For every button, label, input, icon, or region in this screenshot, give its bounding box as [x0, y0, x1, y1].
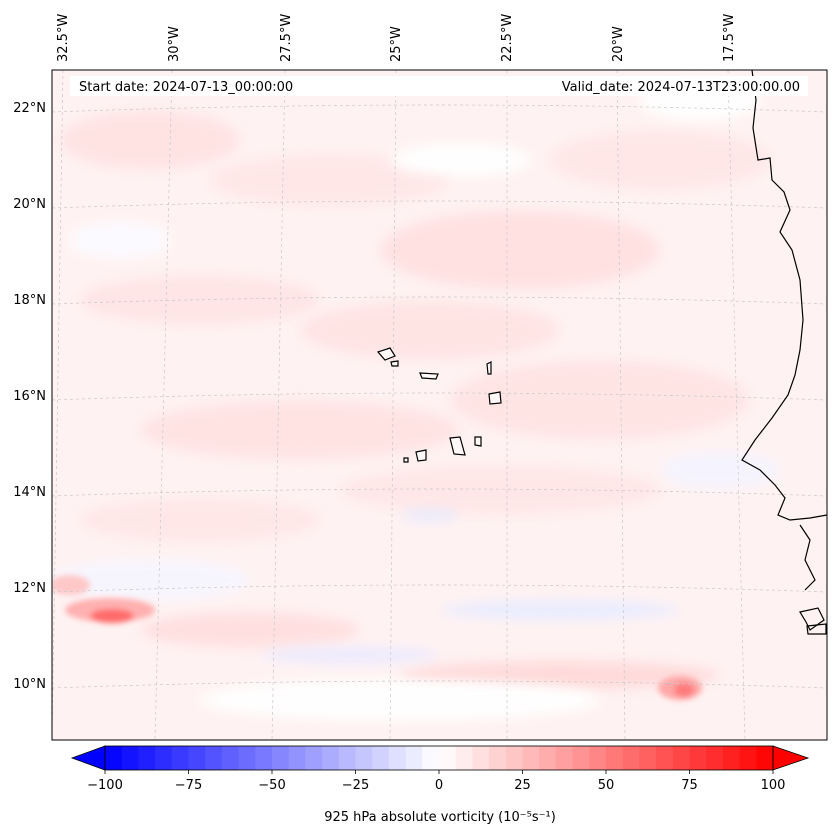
- colorbar-tick-label: −100: [87, 778, 123, 793]
- lat-label: 12°N: [13, 581, 46, 596]
- colorbar-segment: [689, 746, 707, 770]
- colorbar-segment: [656, 746, 674, 770]
- coastal-island-2: [806, 623, 827, 635]
- colorbar-tick-label: 75: [681, 778, 698, 793]
- colorbar-segment: [105, 746, 123, 770]
- island-fogo: [415, 449, 427, 462]
- colorbar-tick-label: −50: [258, 778, 285, 793]
- colorbar-segment: [439, 746, 457, 770]
- colorbar-tick-label: 100: [761, 778, 786, 793]
- colorbar-segment: [739, 746, 757, 770]
- colorbar-segment: [555, 746, 574, 770]
- africa-coast: [741, 69, 828, 521]
- colorbar-extend-right: [772, 745, 810, 771]
- colorbar-segment: [288, 746, 306, 770]
- island-sao-vicente: [390, 360, 399, 367]
- colorbar-segments: [105, 746, 774, 770]
- colorbar-segment: [572, 746, 590, 770]
- colorbar-segment: [355, 746, 373, 770]
- colorbar-segment: [489, 746, 507, 770]
- header-background: [70, 76, 808, 96]
- colorbar-segment: [322, 746, 340, 770]
- lat-label: 10°N: [13, 677, 46, 692]
- lon-label: 25°W: [389, 26, 404, 62]
- lat-label: 20°N: [13, 197, 46, 212]
- island-maio: [474, 436, 482, 447]
- colorbar-tick-label: −25: [342, 778, 369, 793]
- lat-label: 16°N: [13, 389, 46, 404]
- colorbar-segment: [756, 746, 774, 770]
- coast-south: [799, 524, 816, 591]
- island-santiago: [449, 436, 466, 456]
- lon-label: 32.5°W: [56, 14, 71, 62]
- colorbar-segment: [155, 746, 173, 770]
- colorbar-segment: [121, 746, 139, 770]
- colorbar-tick-label: 50: [598, 778, 615, 793]
- colorbar-segment: [672, 746, 691, 770]
- colorbar-tick-label: −75: [175, 778, 202, 793]
- colorbar-segment: [606, 746, 624, 770]
- island-boa-vista: [488, 391, 502, 405]
- colorbar-segment: [706, 746, 724, 770]
- longitude-labels: 32.5°W 30°W 27.5°W 25°W 22.5°W 20°W 17.5…: [56, 14, 737, 62]
- colorbar-segment: [589, 746, 607, 770]
- colorbar-segment: [622, 746, 640, 770]
- valid-date-label: Valid_date: 2024-07-13T23:00:00.00: [562, 80, 800, 95]
- colorbar-segment: [171, 746, 190, 770]
- colorbar-segment: [522, 746, 540, 770]
- graticule: [51, 69, 828, 741]
- lat-label: 18°N: [13, 293, 46, 308]
- colorbar-segment: [255, 746, 273, 770]
- island-sal: [486, 361, 492, 375]
- lon-label: 20°W: [611, 26, 626, 62]
- colorbar-ticks: −100 −75 −50 −25 0 25 50 75 100: [87, 770, 785, 793]
- island-santo-antao: [376, 347, 396, 361]
- colorbar-segment: [188, 746, 206, 770]
- colorbar-segment: [422, 746, 440, 770]
- lat-label: 22°N: [13, 101, 46, 116]
- map-panel: Start date: 2024-07-13_00:00:00 Valid_da…: [51, 69, 828, 741]
- island-sao-nicolau: [419, 372, 439, 380]
- colorbar-segment: [639, 746, 657, 770]
- lon-label: 30°W: [167, 26, 182, 62]
- colorbar-label: 925 hPa absolute vorticity (10⁻⁵s⁻¹): [324, 810, 556, 825]
- colorbar-segment: [388, 746, 407, 770]
- island-brava: [403, 457, 409, 463]
- latitude-labels: 22°N 20°N 18°N 16°N 14°N 12°N 10°N: [13, 101, 46, 692]
- colorbar-segment: [305, 746, 323, 770]
- colorbar-segment: [221, 746, 240, 770]
- colorbar-segment: [455, 746, 473, 770]
- colorbar-segment: [539, 746, 557, 770]
- colorbar: −100 −75 −50 −25 0 25 50 75 100 925 hPa absolute…: [70, 745, 810, 825]
- colorbar-segment: [138, 746, 156, 770]
- colorbar-segment: [472, 746, 490, 770]
- colorbar-tick-label: 25: [514, 778, 531, 793]
- vorticity-field: [52, 80, 780, 720]
- colorbar-segment: [505, 746, 524, 770]
- colorbar-segment: [272, 746, 290, 770]
- colorbar-segment: [405, 746, 423, 770]
- colorbar-segment: [205, 746, 223, 770]
- colorbar-segment: [722, 746, 741, 770]
- lon-label: 22.5°W: [500, 14, 515, 62]
- start-date-label: Start date: 2024-07-13_00:00:00: [79, 80, 293, 95]
- map-frame: [51, 69, 828, 741]
- colorbar-extend-left: [70, 745, 106, 771]
- colorbar-segment: [238, 746, 256, 770]
- colorbar-segment: [372, 746, 390, 770]
- colorbar-segment: [338, 746, 357, 770]
- coastline: [741, 69, 828, 635]
- lon-label: 17.5°W: [722, 14, 737, 62]
- lon-label: 27.5°W: [279, 14, 294, 62]
- cape-verde-islands: [376, 347, 502, 463]
- colorbar-tick-label: 0: [435, 778, 443, 793]
- lat-label: 14°N: [13, 485, 46, 500]
